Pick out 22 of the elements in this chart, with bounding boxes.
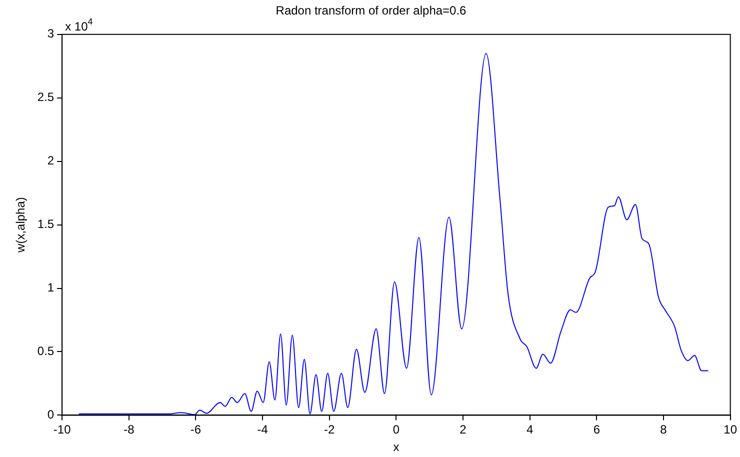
x-tick-label: -4 bbox=[257, 422, 268, 437]
x-tick-label: -8 bbox=[124, 422, 135, 437]
line-series bbox=[78, 52, 709, 416]
y-tick-label: 3 bbox=[47, 26, 54, 41]
x-tick-label: -2 bbox=[324, 422, 336, 437]
y-tick-label: 1.5 bbox=[37, 217, 54, 232]
x-tick-label: 6 bbox=[593, 422, 600, 437]
x-axis-title: x bbox=[393, 440, 400, 454]
x-tick-label: 2 bbox=[460, 422, 467, 437]
x-tick-label: -6 bbox=[190, 422, 202, 437]
y-tick-label: 0 bbox=[47, 408, 54, 422]
y-axis-title: w(x,alpha) bbox=[14, 197, 28, 254]
x-tick-label: -10 bbox=[53, 422, 72, 437]
x-tick-label: 8 bbox=[660, 422, 668, 437]
y-tick-label: 0.5 bbox=[37, 344, 54, 358]
x-tick-label: 4 bbox=[526, 422, 534, 437]
x-tick-label: 10 bbox=[724, 422, 738, 437]
y-tick-label: 2.5 bbox=[37, 90, 54, 104]
chart-title: Radon transform of order alpha=0.6 bbox=[276, 4, 467, 18]
x-tick-label: 0 bbox=[392, 422, 400, 437]
y-tick-label: 1 bbox=[47, 280, 54, 295]
y-tick-label: 2 bbox=[47, 154, 54, 168]
